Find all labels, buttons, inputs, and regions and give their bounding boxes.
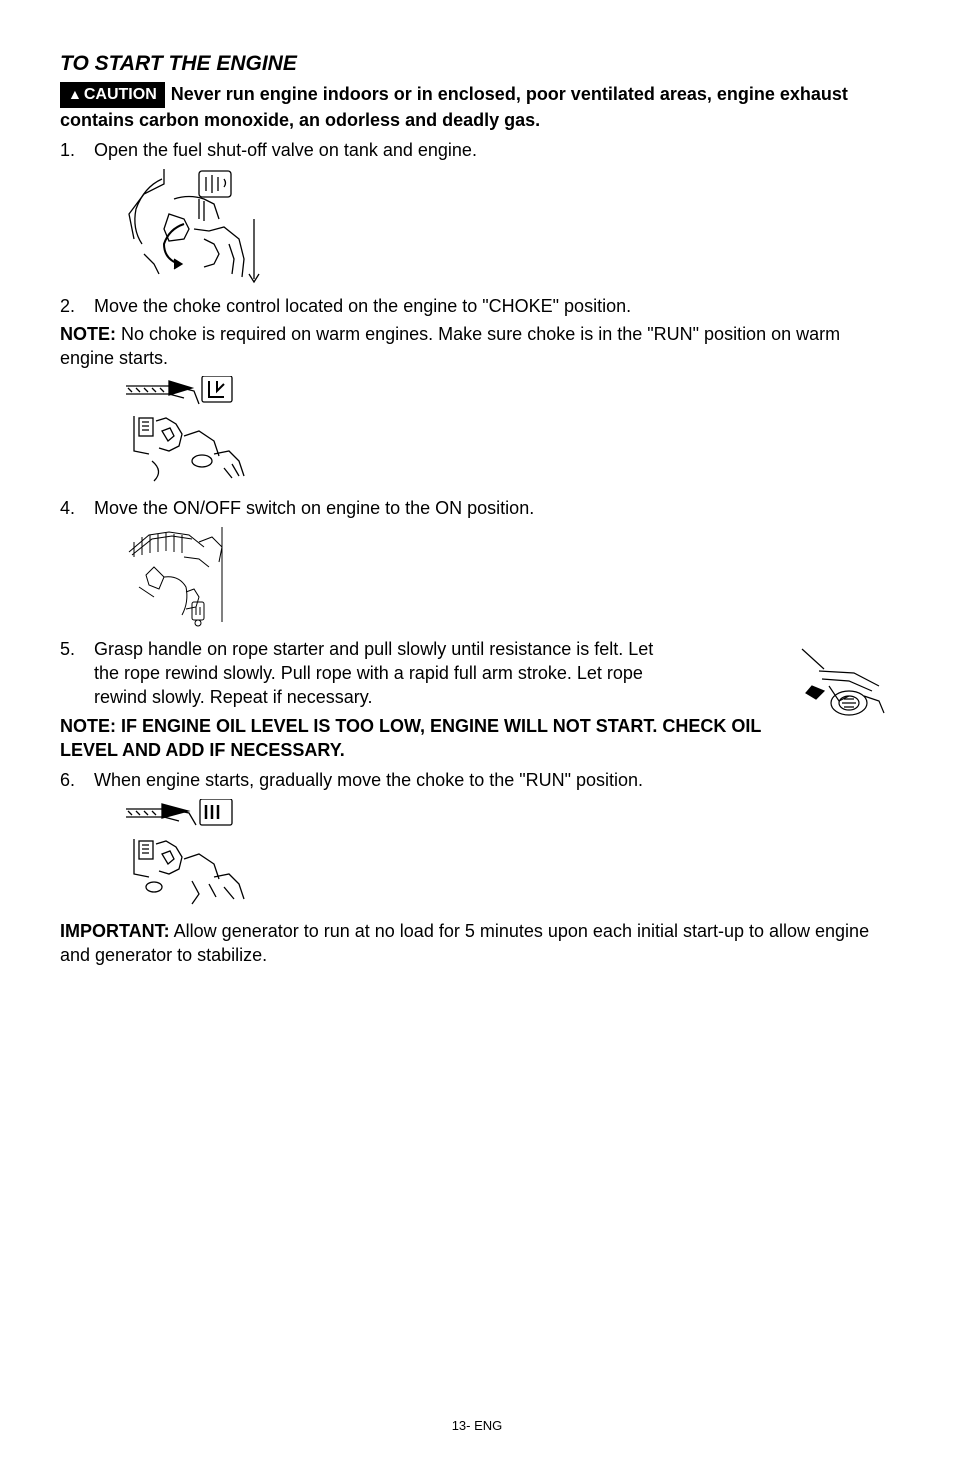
illustration-pull-starter [794, 641, 894, 732]
step-text: Open the fuel shut-off valve on tank and… [94, 138, 894, 162]
caution-badge: ▲CAUTION [60, 82, 165, 108]
important-note: IMPORTANT: Allow generator to run at no … [60, 919, 894, 968]
step-1: 1. Open the fuel shut-off valve on tank … [60, 138, 894, 162]
step-number: 1. [60, 138, 94, 162]
step-number: 6. [60, 768, 94, 792]
warning-triangle-icon: ▲ [68, 86, 82, 102]
note-text: No choke is required on warm engines. Ma… [60, 324, 840, 368]
step-text: Move the ON/OFF switch on engine to the … [94, 496, 894, 520]
caution-label: CAUTION [84, 86, 157, 103]
step-number: 4. [60, 496, 94, 520]
note-1: NOTE: No choke is required on warm engin… [60, 322, 894, 371]
note-label: NOTE: [60, 324, 116, 344]
step-2: 2. Move the choke control located on the… [60, 294, 894, 318]
step-5: 5. Grasp handle on rope starter and pull… [60, 637, 784, 710]
note-2: NOTE: IF ENGINE OIL LEVEL IS TOO LOW, EN… [60, 714, 894, 763]
caution-block: ▲CAUTIONNever run engine indoors or in e… [60, 82, 894, 132]
step-6: 6. When engine starts, gradually move th… [60, 768, 894, 792]
illustration-switch [114, 527, 894, 627]
step-4: 4. Move the ON/OFF switch on engine to t… [60, 496, 894, 520]
caution-text: Never run engine indoors or in enclosed,… [60, 84, 848, 130]
step-number: 2. [60, 294, 94, 318]
step-text: Move the choke control located on the en… [94, 294, 894, 318]
section-heading: TO START THE ENGINE [60, 50, 894, 78]
illustration-fuel-valve [114, 169, 894, 284]
step-number: 5. [60, 637, 94, 710]
illustration-choke [114, 376, 894, 486]
illustration-run-choke [114, 799, 894, 909]
step-text: When engine starts, gradually move the c… [94, 768, 894, 792]
important-text: Allow generator to run at no load for 5 … [60, 921, 869, 965]
page-footer: 13- ENG [0, 1417, 954, 1435]
step-text: Grasp handle on rope starter and pull sl… [94, 637, 784, 710]
important-label: IMPORTANT: [60, 921, 170, 941]
